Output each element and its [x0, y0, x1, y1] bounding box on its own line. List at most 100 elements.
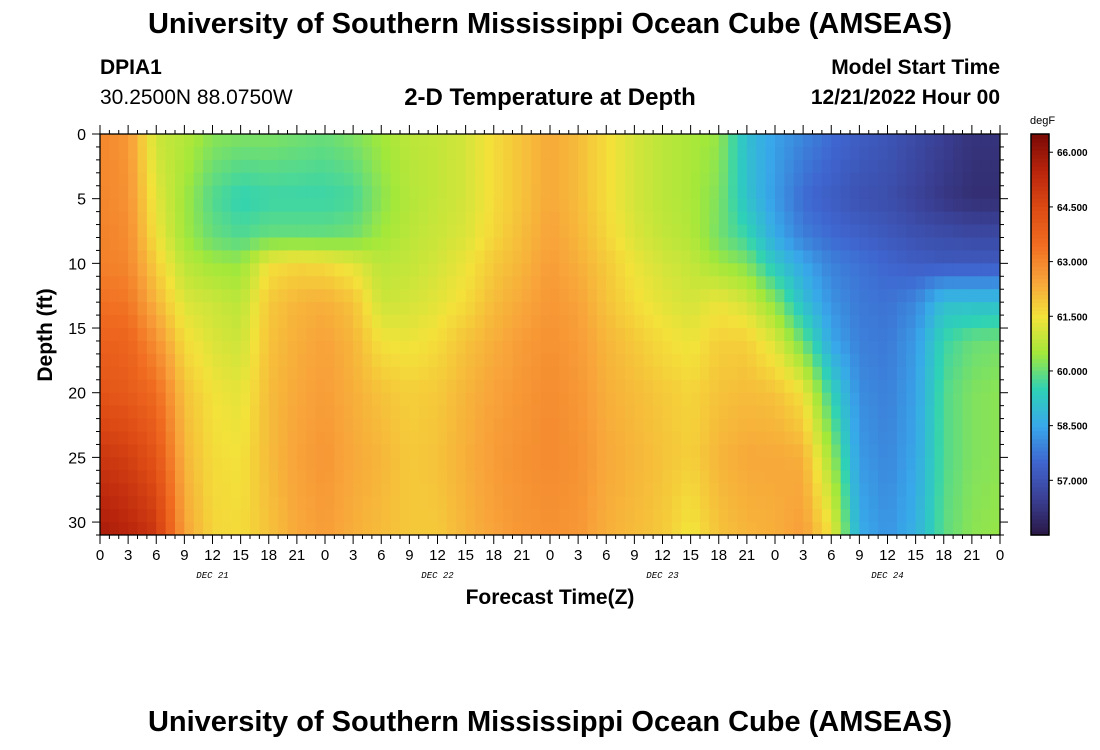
heatmap-cell [559, 146, 570, 161]
heatmap-cell [943, 405, 954, 420]
heatmap-cell [943, 289, 954, 303]
heatmap-cell [493, 302, 504, 316]
heatmap-cell [746, 392, 757, 407]
heatmap-cell [456, 134, 467, 148]
heatmap-cell [100, 172, 110, 187]
heatmap-cell [981, 379, 992, 394]
heatmap-cell [400, 418, 410, 433]
heatmap-cell [906, 340, 917, 355]
heatmap-cell [756, 353, 767, 368]
heatmap-cell [343, 353, 354, 368]
heatmap-cell [887, 315, 898, 329]
heatmap-cell [212, 211, 223, 226]
heatmap-cell [296, 392, 307, 407]
heatmap-cell [625, 159, 635, 174]
heatmap-cell [175, 379, 185, 394]
heatmap-cell [953, 431, 964, 446]
heatmap-cell [212, 340, 223, 355]
heatmap-cell [681, 185, 692, 200]
heatmap-cell [278, 134, 289, 148]
heatmap-cell [353, 483, 364, 497]
heatmap-cell [878, 237, 889, 252]
heatmap-cell [709, 379, 720, 394]
heatmap-cell [559, 340, 570, 355]
colorbar-swatch [1031, 326, 1049, 332]
heatmap-cell [212, 328, 223, 342]
heatmap-cell [568, 496, 579, 510]
heatmap-cell [550, 302, 560, 316]
heatmap-cell [353, 315, 364, 329]
heatmap-cell [390, 224, 401, 239]
heatmap-cell [240, 379, 251, 394]
heatmap-cell [550, 522, 560, 535]
heatmap-cell [362, 263, 373, 277]
heatmap-cell [662, 276, 673, 290]
heatmap-cell [812, 431, 823, 446]
heatmap-cell [840, 263, 851, 277]
heatmap-cell [643, 237, 654, 252]
heatmap-cell [550, 237, 560, 252]
heatmap-cell [203, 237, 214, 252]
heatmap-cell [615, 509, 626, 523]
heatmap-cell [803, 159, 814, 174]
heatmap-cell [709, 250, 720, 264]
heatmap-cell [446, 250, 457, 264]
heatmap-cell [184, 509, 195, 523]
heatmap-cell [962, 289, 973, 303]
heatmap-cell [484, 211, 495, 226]
heatmap-cell [240, 366, 251, 381]
heatmap-cell [362, 159, 373, 174]
heatmap-cell [240, 185, 251, 200]
heatmap-cell [259, 457, 270, 471]
heatmap-cell [887, 146, 898, 161]
colorbar-swatch [1031, 142, 1049, 147]
heatmap-cell [250, 353, 260, 368]
heatmap-cell [662, 134, 673, 148]
heatmap-cell [184, 444, 195, 458]
heatmap-cell [409, 250, 420, 264]
colorbar-swatch [1031, 526, 1049, 532]
heatmap-cell [690, 353, 701, 368]
heatmap-cell [728, 185, 739, 200]
heatmap-cell [268, 379, 279, 394]
heatmap-cell [803, 340, 814, 355]
heatmap-cell [625, 392, 635, 407]
heatmap-cell [887, 366, 898, 381]
heatmap-cell [381, 328, 392, 342]
heatmap-cell [137, 444, 148, 458]
heatmap-cell [306, 250, 317, 264]
heatmap-cell [306, 340, 317, 355]
heatmap-cell [409, 353, 420, 368]
heatmap-cell [981, 302, 992, 316]
heatmap-cell [596, 146, 607, 161]
colorbar-swatch [1031, 146, 1049, 151]
heatmap-cell [231, 185, 242, 200]
heatmap-cell [512, 263, 523, 277]
heatmap-cell [437, 522, 448, 535]
heatmap-cell [484, 146, 495, 161]
heatmap-cell [868, 366, 879, 381]
heatmap-cell [418, 159, 429, 174]
heatmap-cell [100, 522, 110, 535]
heatmap-cell [943, 392, 954, 407]
heatmap-cell [240, 353, 251, 368]
heatmap-cell [221, 496, 232, 510]
heatmap-cell [409, 418, 420, 433]
heatmap-cell [437, 211, 448, 226]
heatmap-cell [165, 509, 176, 523]
heatmap-cell [606, 470, 617, 484]
heatmap-cell [887, 483, 898, 497]
heatmap-cell [418, 237, 429, 252]
heatmap-cell [100, 509, 110, 523]
heatmap-cell [765, 496, 776, 510]
heatmap-cell [137, 146, 148, 161]
heatmap-cell [221, 509, 232, 523]
heatmap-cell [287, 315, 298, 329]
colorbar-swatch [1031, 382, 1049, 388]
heatmap-cell [203, 328, 214, 342]
heatmap-cell [850, 289, 860, 303]
heatmap-cell [315, 379, 326, 394]
heatmap-cell [240, 496, 251, 510]
heatmap-cell [596, 366, 607, 381]
heatmap-cell [268, 496, 279, 510]
